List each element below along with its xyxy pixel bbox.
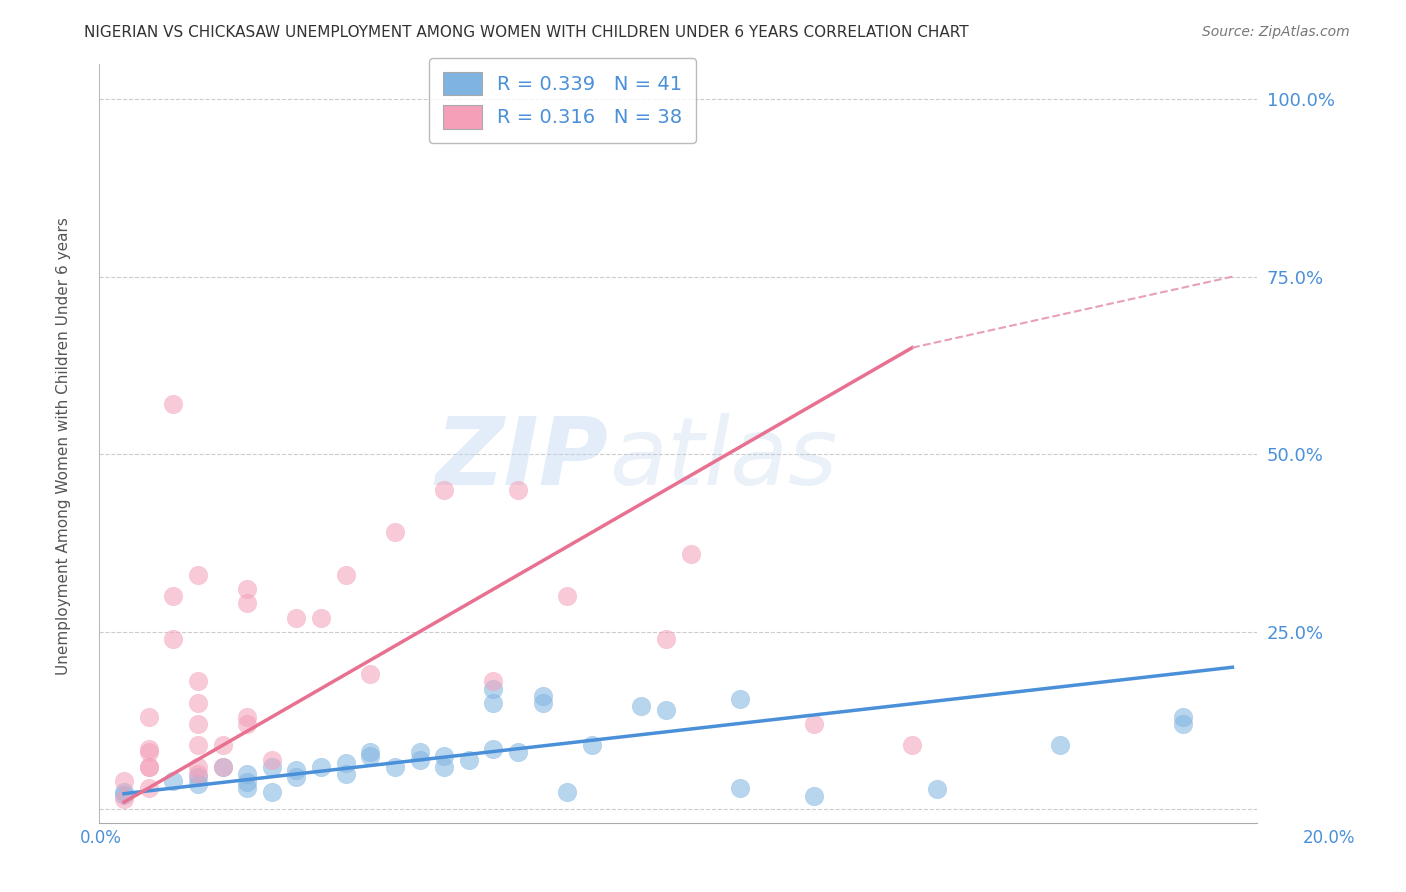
- Point: [482, 674, 505, 689]
- Text: 0.0%: 0.0%: [80, 829, 122, 847]
- Point: [482, 681, 505, 696]
- Point: [359, 667, 381, 681]
- Point: [285, 610, 308, 624]
- Point: [162, 397, 184, 411]
- Point: [236, 766, 259, 780]
- Point: [112, 773, 135, 788]
- Point: [211, 759, 233, 773]
- Point: [309, 610, 332, 624]
- Point: [433, 759, 456, 773]
- Point: [211, 739, 233, 753]
- Point: [482, 696, 505, 710]
- Point: [187, 766, 209, 780]
- Text: Unemployment Among Women with Children Under 6 years: Unemployment Among Women with Children U…: [56, 217, 70, 675]
- Point: [187, 717, 209, 731]
- Point: [187, 759, 209, 773]
- Point: [236, 710, 259, 724]
- Point: [162, 632, 184, 646]
- Point: [187, 739, 209, 753]
- Point: [803, 789, 825, 804]
- Point: [260, 784, 283, 798]
- Point: [679, 547, 702, 561]
- Point: [260, 759, 283, 773]
- Point: [359, 746, 381, 760]
- Point: [925, 782, 948, 797]
- Point: [1049, 739, 1071, 753]
- Point: [236, 717, 259, 731]
- Point: [138, 759, 160, 773]
- Point: [138, 710, 160, 724]
- Point: [162, 773, 184, 788]
- Point: [408, 746, 430, 760]
- Point: [482, 742, 505, 756]
- Point: [309, 759, 332, 773]
- Point: [112, 784, 135, 798]
- Point: [581, 739, 603, 753]
- Point: [335, 568, 357, 582]
- Point: [655, 632, 678, 646]
- Legend: R = 0.339   N = 41, R = 0.316   N = 38: R = 0.339 N = 41, R = 0.316 N = 38: [429, 58, 696, 143]
- Point: [335, 756, 357, 771]
- Point: [359, 749, 381, 764]
- Point: [187, 777, 209, 791]
- Point: [1171, 710, 1194, 724]
- Point: [211, 759, 233, 773]
- Point: [285, 763, 308, 777]
- Point: [1171, 717, 1194, 731]
- Point: [506, 746, 529, 760]
- Point: [457, 753, 479, 767]
- Text: atlas: atlas: [609, 413, 837, 504]
- Point: [138, 742, 160, 756]
- Point: [236, 780, 259, 795]
- Point: [803, 717, 825, 731]
- Point: [162, 589, 184, 603]
- Point: [112, 788, 135, 802]
- Point: [236, 582, 259, 596]
- Text: NIGERIAN VS CHICKASAW UNEMPLOYMENT AMONG WOMEN WITH CHILDREN UNDER 6 YEARS CORRE: NIGERIAN VS CHICKASAW UNEMPLOYMENT AMONG…: [84, 25, 969, 40]
- Point: [187, 674, 209, 689]
- Point: [655, 703, 678, 717]
- Text: ZIP: ZIP: [436, 413, 609, 505]
- Point: [531, 689, 554, 703]
- Point: [112, 791, 135, 805]
- Point: [728, 780, 751, 795]
- Point: [384, 525, 406, 540]
- Point: [384, 759, 406, 773]
- Point: [901, 739, 924, 753]
- Point: [557, 784, 579, 798]
- Point: [408, 753, 430, 767]
- Point: [285, 770, 308, 784]
- Point: [557, 589, 579, 603]
- Text: Source: ZipAtlas.com: Source: ZipAtlas.com: [1202, 25, 1350, 39]
- Point: [187, 696, 209, 710]
- Point: [433, 483, 456, 497]
- Point: [236, 596, 259, 610]
- Point: [728, 692, 751, 706]
- Point: [260, 753, 283, 767]
- Point: [433, 749, 456, 764]
- Point: [335, 766, 357, 780]
- Point: [187, 770, 209, 784]
- Point: [630, 699, 652, 714]
- Point: [506, 483, 529, 497]
- Text: 20.0%: 20.0%: [1302, 829, 1355, 847]
- Point: [138, 759, 160, 773]
- Point: [138, 780, 160, 795]
- Point: [187, 568, 209, 582]
- Point: [138, 746, 160, 760]
- Point: [236, 775, 259, 789]
- Point: [531, 696, 554, 710]
